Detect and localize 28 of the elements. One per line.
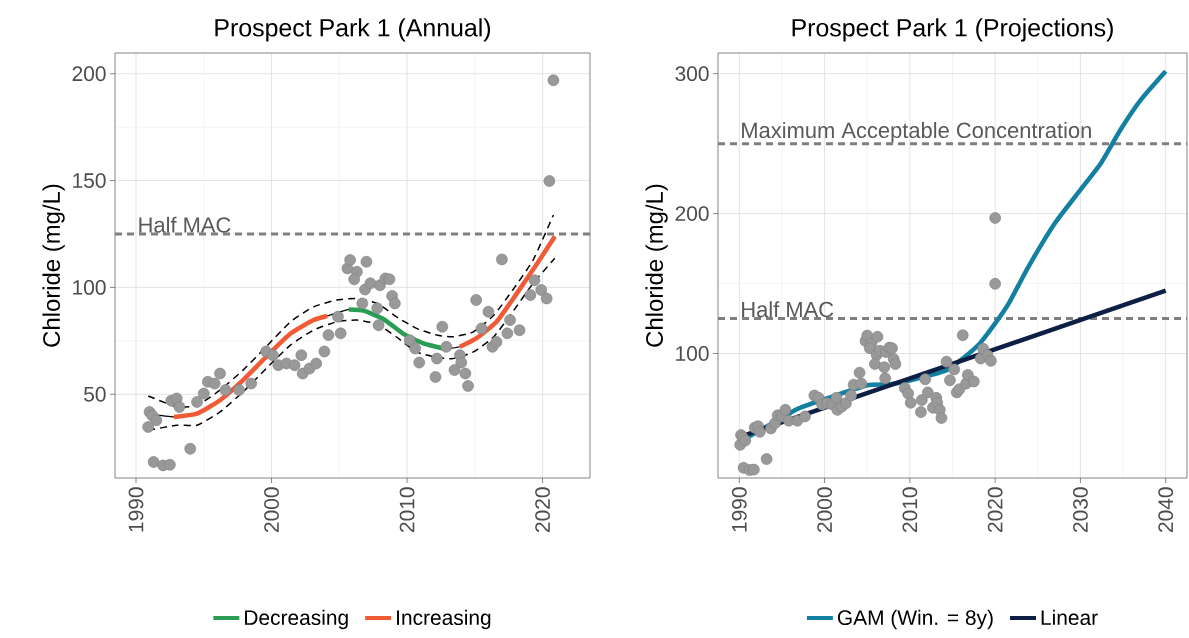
chart-title: Prospect Park 1 (Projections): [792, 18, 1113, 42]
x-tick-label: 2020: [535, 487, 550, 533]
y-tick-label: 50: [84, 386, 106, 402]
y-tick-label: 150: [73, 173, 106, 188]
x-tick-label: 1990: [731, 487, 747, 532]
y-axis-title: Chloride (mg/L): [645, 184, 668, 347]
x-tick-label: 2030: [1073, 487, 1088, 533]
y-tick-label: 100: [676, 346, 709, 361]
legend-label: GAM (Win. = 8y): [837, 609, 993, 630]
ref-line-label: Half MAC: [742, 301, 834, 318]
y-tick-label: 300: [675, 66, 709, 82]
y-axis-title: Chloride (mg/L): [42, 184, 65, 347]
x-tick-label: 2010: [902, 487, 918, 533]
y-tick-label: 200: [675, 206, 709, 221]
ref-line-label: Maximum Acceptable Concentration: [742, 122, 1091, 143]
x-tick-label: 2010: [399, 487, 415, 533]
x-tick-label: 1990: [128, 487, 144, 532]
x-tick-label: 2000: [817, 487, 832, 533]
ref-line-label: Half MAC: [139, 216, 231, 233]
x-tick-label: 2040: [1158, 487, 1174, 533]
legend-label: Decreasing: [245, 609, 348, 630]
legend-label: Increasing: [397, 609, 491, 630]
y-tick-label: 200: [72, 66, 106, 82]
x-tick-label: 2000: [264, 487, 279, 533]
legend-label: Linear: [1041, 609, 1098, 626]
chart-title: Prospect Park 1 (Annual): [215, 18, 491, 42]
x-tick-label: 2020: [987, 487, 1003, 533]
y-tick-label: 100: [73, 279, 106, 295]
